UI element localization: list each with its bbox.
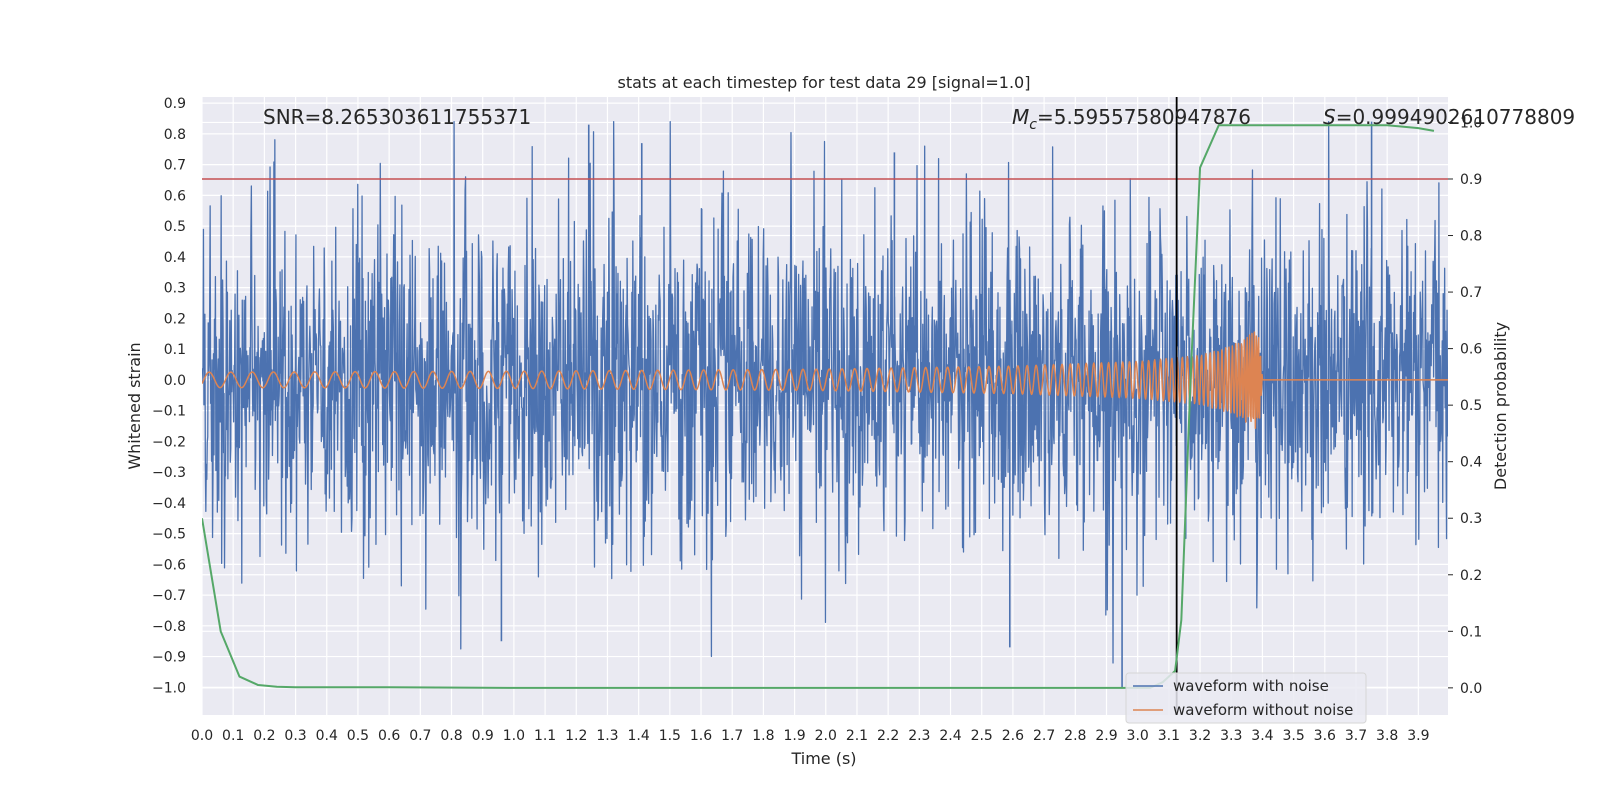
right-y-tick-label: 1.0 <box>1460 115 1482 131</box>
x-tick-label: 0.8 <box>440 728 462 744</box>
x-tick-label: 2.9 <box>1095 728 1117 744</box>
right-y-tick-label: 0.9 <box>1460 172 1482 188</box>
x-tick-label: 1.5 <box>659 728 681 744</box>
left-y-tick-label: −0.6 <box>152 557 186 573</box>
right-y-tick-marks <box>1448 121 1453 689</box>
x-tick-label: 3.1 <box>1158 728 1180 744</box>
left-y-tick-label: −0.1 <box>152 404 186 420</box>
x-tick-label: 3.9 <box>1407 728 1429 744</box>
right-y-tick-label: 0.0 <box>1460 681 1482 697</box>
x-tick-label: 3.6 <box>1314 728 1336 744</box>
legend-label-with-noise: waveform with noise <box>1173 677 1329 695</box>
left-y-tick-label: 0.7 <box>164 158 186 174</box>
score-symbol: S <box>1323 105 1336 129</box>
right-y-tick-label: 0.7 <box>1460 285 1482 301</box>
left-y-tick-label: −0.8 <box>152 619 186 635</box>
series-waveform-with-noise <box>202 120 1448 664</box>
left-y-tick-label: −1.0 <box>152 680 186 696</box>
x-tick-label: 1.4 <box>628 728 650 744</box>
x-tick-label: 2.2 <box>877 728 899 744</box>
right-y-tick-labels: 1.0 0.9 0.8 0.7 0.6 0.5 0.4 0.3 0.2 0.1 0.0 <box>1460 115 1482 696</box>
left-y-tick-label: −0.2 <box>152 434 186 450</box>
x-tick-label: 3.0 <box>1127 728 1149 744</box>
x-tick-label: 0.4 <box>316 728 338 744</box>
right-y-tick-label: 0.5 <box>1460 398 1482 414</box>
left-y-tick-label: 0.4 <box>164 250 186 266</box>
x-tick-label: 0.9 <box>472 728 494 744</box>
left-y-tick-label: 0.1 <box>164 342 186 358</box>
x-tick-label: 1.3 <box>596 728 618 744</box>
legend-label-without-noise: waveform without noise <box>1173 701 1353 719</box>
x-tick-label: 3.8 <box>1376 728 1398 744</box>
chirp-mass-symbol: M <box>1012 105 1029 129</box>
right-y-tick-label: 0.6 <box>1460 342 1482 358</box>
right-y-axis-label: Detection probability <box>1491 322 1510 490</box>
left-y-tick-labels: 0.9 0.8 0.7 0.6 0.5 0.4 0.3 0.2 0.1 0.0 −0.1 −0.2 −0… <box>152 96 186 696</box>
x-tick-label: 0.1 <box>222 728 244 744</box>
right-y-tick-label: 0.2 <box>1460 568 1482 584</box>
left-y-tick-label: 0.6 <box>164 188 186 204</box>
left-y-tick-label: 0.8 <box>164 127 186 143</box>
x-tick-label: 2.3 <box>908 728 930 744</box>
x-tick-label: 1.9 <box>783 728 805 744</box>
x-tick-label: 0.3 <box>284 728 306 744</box>
chirp-mass-annotation: Mc=5.59557580947876 <box>1012 105 1251 133</box>
score-annotation: S=0.9994902610778809 <box>1323 105 1575 129</box>
left-y-tick-label: 0.2 <box>164 311 186 327</box>
x-tick-label: 2.8 <box>1064 728 1086 744</box>
x-tick-label: 3.5 <box>1282 728 1304 744</box>
right-y-tick-label: 0.8 <box>1460 229 1482 245</box>
x-tick-label: 1.8 <box>752 728 774 744</box>
x-tick-label: 0.7 <box>409 728 431 744</box>
legend: waveform with noise waveform without noi… <box>1125 672 1367 724</box>
x-tick-label: 2.5 <box>971 728 993 744</box>
x-tick-label: 2.6 <box>1002 728 1024 744</box>
x-tick-label: 1.7 <box>721 728 743 744</box>
x-tick-label: 0.6 <box>378 728 400 744</box>
x-tick-label: 3.2 <box>1189 728 1211 744</box>
left-y-tick-label: 0.0 <box>164 373 186 389</box>
x-tick-label: 3.7 <box>1345 728 1367 744</box>
right-y-tick-label: 0.1 <box>1460 624 1482 640</box>
left-y-tick-label: 0.9 <box>164 96 186 112</box>
x-tick-label: 3.4 <box>1251 728 1273 744</box>
chart-title: stats at each timestep for test data 29 … <box>618 73 1031 92</box>
x-tick-label: 1.1 <box>534 728 556 744</box>
chirp-mass-value: =5.59557580947876 <box>1037 105 1251 129</box>
left-y-tick-label: −0.4 <box>152 496 186 512</box>
x-tick-label: 1.0 <box>503 728 525 744</box>
x-tick-label: 0.0 <box>191 728 213 744</box>
left-y-tick-label: −0.5 <box>152 527 186 543</box>
left-y-tick-label: −0.7 <box>152 588 186 604</box>
x-tick-labels: 0.0 0.1 0.2 0.3 0.4 0.5 0.6 0.7 0.8 0.9 1.0 1.1 1.2 1… <box>191 728 1430 744</box>
left-y-tick-label: 0.3 <box>164 281 186 297</box>
series-waveform-without-noise <box>202 331 1448 430</box>
x-tick-label: 1.6 <box>690 728 712 744</box>
x-tick-label: 2.4 <box>939 728 961 744</box>
right-y-tick-label: 0.3 <box>1460 511 1482 527</box>
x-tick-label: 1.2 <box>565 728 587 744</box>
chirp-mass-subscript: c <box>1029 117 1037 133</box>
x-tick-label: 2.1 <box>846 728 868 744</box>
score-value: =0.9994902610778809 <box>1336 105 1575 129</box>
x-tick-label: 0.2 <box>253 728 275 744</box>
left-y-tick-label: 0.5 <box>164 219 186 235</box>
x-tick-label: 2.0 <box>815 728 837 744</box>
x-axis-label: Time (s) <box>790 749 856 768</box>
snr-annotation: SNR=8.265303611755371 <box>263 105 531 129</box>
left-y-tick-label: −0.3 <box>152 465 186 481</box>
right-y-tick-label: 0.4 <box>1460 455 1482 471</box>
left-y-tick-label: −0.9 <box>152 650 186 666</box>
x-tick-label: 0.5 <box>347 728 369 744</box>
left-y-axis-label: Whitened strain <box>125 342 144 469</box>
x-tick-label: 2.7 <box>1033 728 1055 744</box>
x-tick-label: 3.3 <box>1220 728 1242 744</box>
legend-box <box>1125 672 1367 724</box>
